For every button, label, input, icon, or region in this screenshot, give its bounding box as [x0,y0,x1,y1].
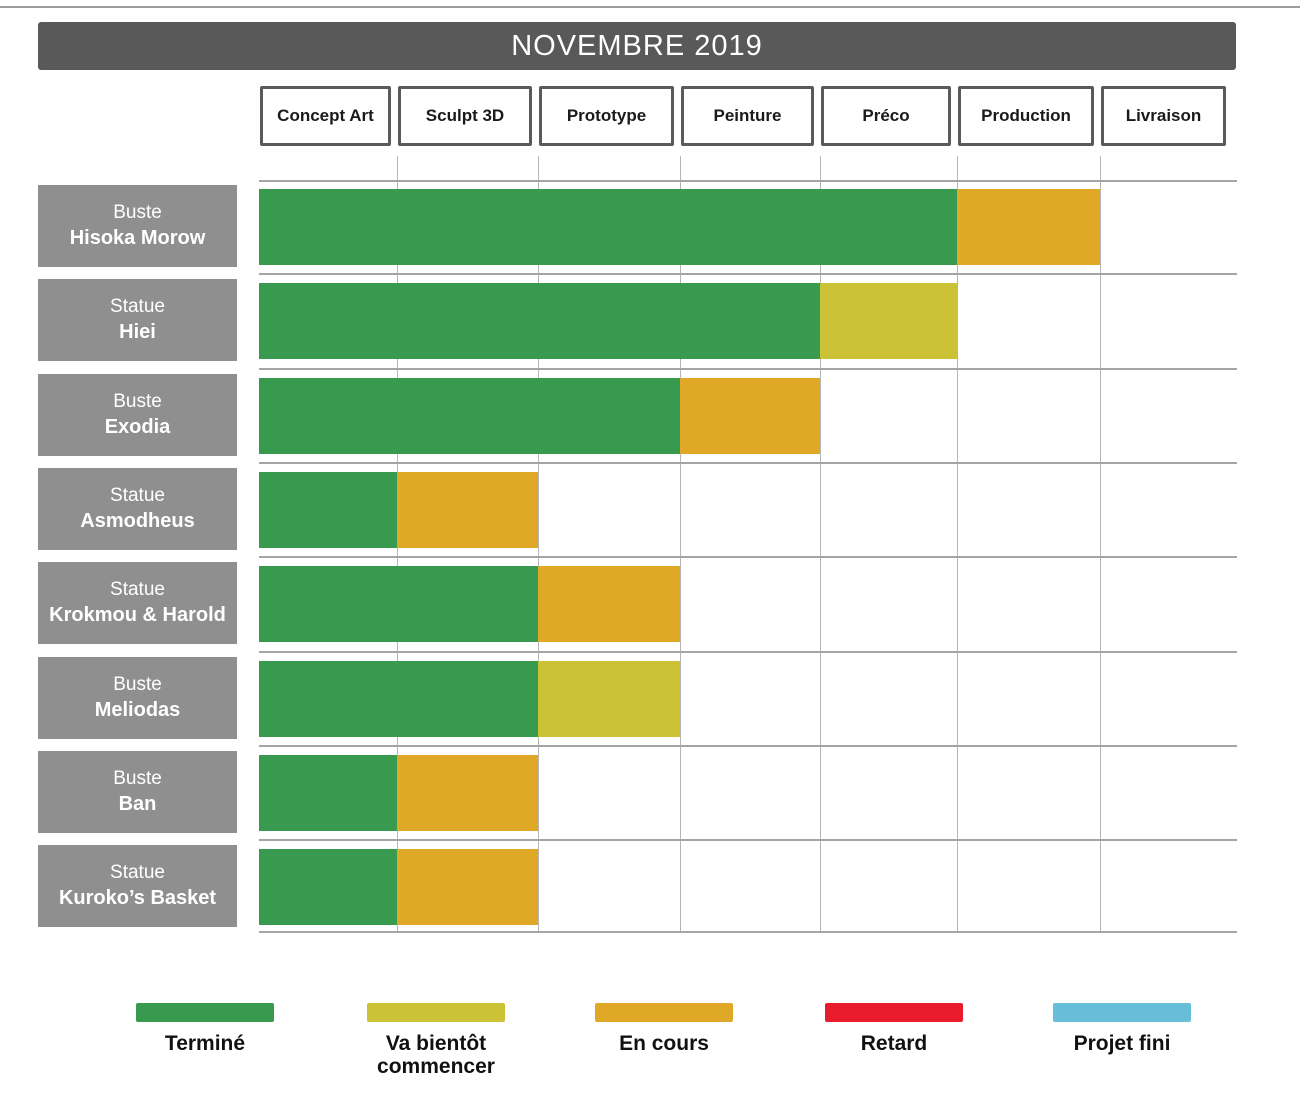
grid-hline [259,556,1237,558]
gantt-bar-termine [259,378,680,454]
legend-label-en-cours: En cours [619,1032,709,1055]
grid-hline [259,368,1237,370]
grid-vline [820,156,821,931]
gantt-bar-en-cours [680,378,820,454]
gantt-bar-termine [259,849,397,925]
gantt-bar-en-cours [397,472,538,548]
project-name: Kuroko’s Basket [58,887,217,910]
project-name: Krokmou & Harold [49,604,226,627]
project-row-label: Buste Hisoka Morow [38,185,237,267]
project-row-label: Buste Exodia [38,374,237,456]
phase-header-livraison: Livraison [1101,86,1226,146]
project-name: Asmodheus [80,510,195,533]
gantt-bar-termine [259,566,538,642]
grid-hline [259,745,1237,747]
legend-label-termine: Terminé [164,1032,246,1055]
legend-item-en-cours: En cours [554,1003,774,1056]
gantt-bar-termine [259,755,397,831]
grid-hline [259,462,1237,464]
gantt-bar-en-cours [957,189,1100,265]
month-title: NOVEMBRE 2019 [511,29,763,62]
phase-header-peinture: Peinture [681,86,814,146]
grid-vline [538,156,539,931]
project-row-label: Statue Hiei [38,279,237,361]
project-row-label: Buste Meliodas [38,657,237,739]
legend-swatch-en-cours [595,1003,733,1022]
legend-swatch-termine [136,1003,274,1022]
project-row-label: Statue Krokmou & Harold [38,562,237,644]
project-type: Statue [110,484,165,506]
legend-swatch-projet-fini [1053,1003,1191,1022]
project-row-label: Statue Asmodheus [38,468,237,550]
project-name: Meliodas [94,699,181,722]
project-name: Hisoka Morow [69,227,206,250]
project-type: Buste [113,673,162,695]
project-type: Buste [113,767,162,789]
grid-hline [259,839,1237,841]
gantt-bar-en-cours [538,566,680,642]
gantt-bar-en-cours [397,849,538,925]
legend-label-projet-fini: Projet fini [1073,1032,1171,1055]
legend-label-retard: Retard [860,1032,928,1055]
phase-header-production: Production [958,86,1094,146]
title-bar: NOVEMBRE 2019 [38,22,1236,70]
legend-item-projet-fini: Projet fini [1012,1003,1232,1056]
top-border-line [0,6,1300,8]
legend-item-termine: Terminé [95,1003,315,1056]
project-name: Hiei [119,321,156,344]
grid-vline [680,156,681,931]
project-name: Ban [118,793,157,816]
legend-item-retard: Retard [784,1003,1004,1056]
grid-vline [1100,156,1101,931]
grid-hline [259,651,1237,653]
phase-header-concept-art: Concept Art [260,86,391,146]
grid-vline [957,156,958,931]
phase-header-sculpt-3d: Sculpt 3D [398,86,532,146]
legend-swatch-va-bientot-commencer [367,1003,505,1022]
project-type: Statue [110,578,165,600]
legend-item-va-bientot-commencer: Va bientôt commencer [326,1003,546,1078]
project-type: Statue [110,295,165,317]
phase-header-preco: Préco [821,86,951,146]
gantt-bar-va-bientot [820,283,957,359]
project-type: Buste [113,201,162,223]
project-name: Exodia [104,416,171,439]
legend-label-va-bientot-commencer: Va bientôt commencer [377,1032,495,1078]
project-type: Buste [113,390,162,412]
project-row-label: Statue Kuroko’s Basket [38,845,237,927]
gantt-bar-va-bientot [538,661,680,737]
gantt-bar-termine [259,661,538,737]
gantt-bar-termine [259,189,957,265]
legend-swatch-retard [825,1003,963,1022]
gantt-bar-termine [259,283,820,359]
grid-hline [259,180,1237,182]
gantt-bar-en-cours [397,755,538,831]
phase-header-prototype: Prototype [539,86,674,146]
grid-hline [259,931,1237,933]
gantt-bar-termine [259,472,397,548]
project-row-label: Buste Ban [38,751,237,833]
grid-hline [259,273,1237,275]
project-type: Statue [110,861,165,883]
